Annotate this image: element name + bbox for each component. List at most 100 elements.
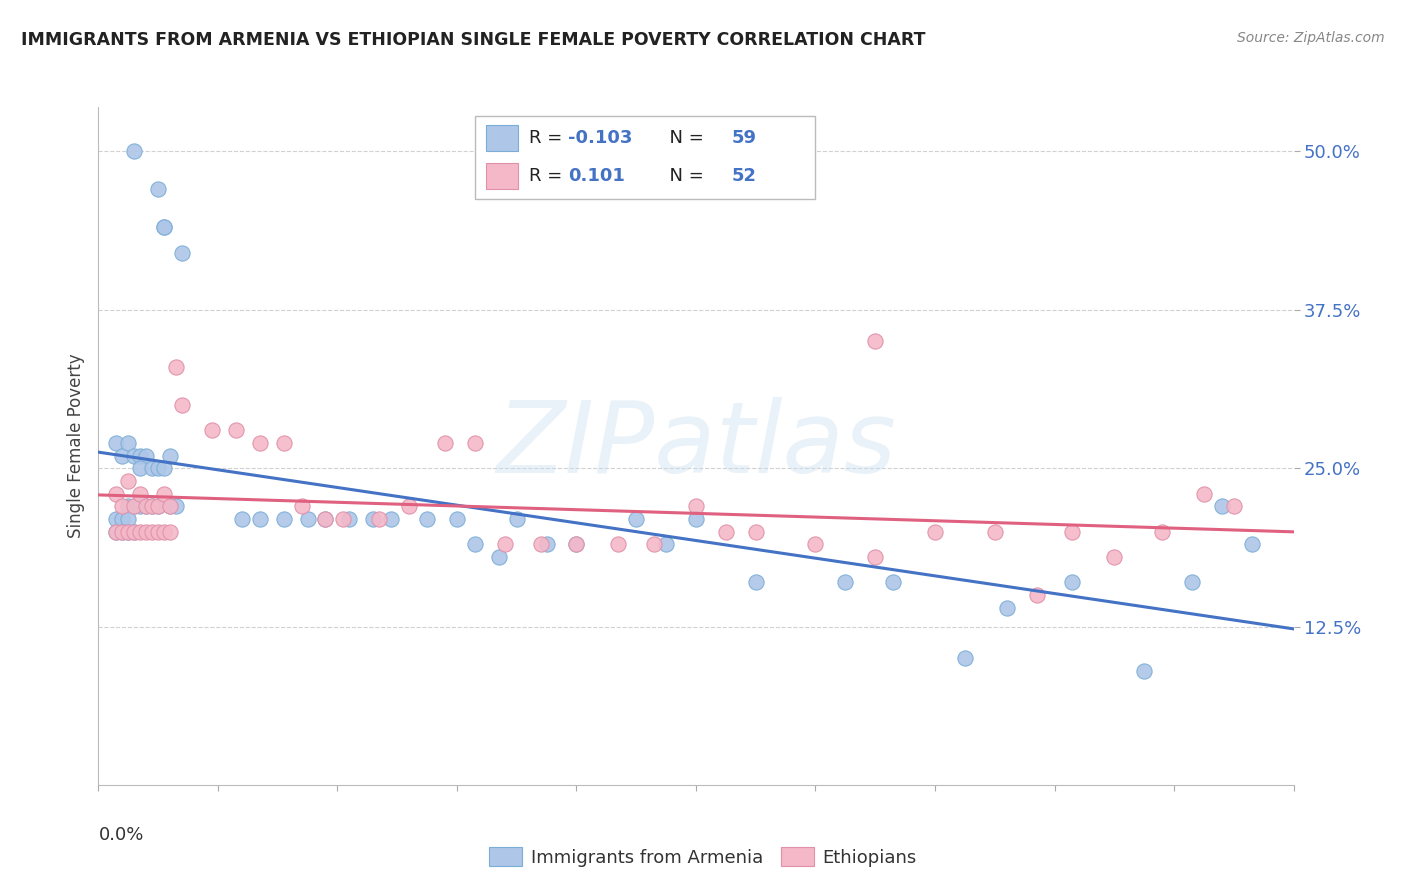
Point <box>117 435 139 450</box>
Point <box>565 537 588 551</box>
Text: R =: R = <box>529 129 568 147</box>
Point <box>494 537 516 551</box>
Point <box>135 499 157 513</box>
Point <box>1211 499 1233 513</box>
Point <box>135 524 157 539</box>
Point <box>135 449 157 463</box>
Point <box>159 499 181 513</box>
Point <box>153 220 176 235</box>
Point <box>416 512 439 526</box>
Point <box>380 512 402 526</box>
Point <box>1062 524 1084 539</box>
Point <box>995 600 1018 615</box>
Point <box>111 449 134 463</box>
Point <box>530 537 553 551</box>
Point <box>685 512 707 526</box>
FancyBboxPatch shape <box>475 116 815 199</box>
Text: 59: 59 <box>731 129 756 147</box>
Point <box>865 549 887 564</box>
Point <box>153 220 176 235</box>
Point <box>105 435 128 450</box>
Point <box>865 334 887 349</box>
Point <box>1240 537 1263 551</box>
Point <box>172 245 194 260</box>
Point <box>398 499 420 513</box>
Point <box>129 486 152 500</box>
Text: R =: R = <box>529 167 574 186</box>
Point <box>685 499 707 513</box>
Point <box>117 524 139 539</box>
Point <box>141 499 163 513</box>
Point <box>953 651 976 665</box>
Point <box>1062 575 1084 590</box>
Point <box>924 524 946 539</box>
Point <box>111 524 134 539</box>
Point <box>1025 588 1047 602</box>
Point <box>464 435 486 450</box>
Point <box>297 512 319 526</box>
Point <box>129 499 152 513</box>
Point <box>1133 664 1156 678</box>
Point <box>804 537 827 551</box>
Point <box>148 499 170 513</box>
Point <box>339 512 361 526</box>
Point <box>135 499 157 513</box>
Point <box>159 499 181 513</box>
Point <box>117 524 139 539</box>
Point <box>745 524 768 539</box>
Point <box>141 524 163 539</box>
Point <box>153 524 176 539</box>
Point <box>159 524 181 539</box>
Point <box>368 512 391 526</box>
Point <box>159 449 181 463</box>
Point <box>536 537 558 551</box>
Point <box>117 499 139 513</box>
Point <box>124 524 146 539</box>
Point <box>148 524 170 539</box>
FancyBboxPatch shape <box>485 163 517 189</box>
Point <box>148 499 170 513</box>
Text: 52: 52 <box>731 167 756 186</box>
Point <box>882 575 904 590</box>
Point <box>153 461 176 475</box>
Point <box>315 512 337 526</box>
Point <box>332 512 354 526</box>
Point <box>172 398 194 412</box>
Point <box>124 449 146 463</box>
Point <box>117 474 139 488</box>
Point <box>363 512 385 526</box>
Point <box>117 512 139 526</box>
Point <box>105 524 128 539</box>
Point <box>434 435 457 450</box>
Point <box>201 423 224 437</box>
Point <box>249 435 271 450</box>
Point <box>148 461 170 475</box>
Point <box>129 461 152 475</box>
Point <box>141 499 163 513</box>
Point <box>225 423 247 437</box>
Point <box>124 499 146 513</box>
Y-axis label: Single Female Poverty: Single Female Poverty <box>66 354 84 538</box>
Point <box>834 575 856 590</box>
Point <box>446 512 468 526</box>
Text: 0.0%: 0.0% <box>98 826 143 844</box>
Text: Source: ZipAtlas.com: Source: ZipAtlas.com <box>1237 31 1385 45</box>
Point <box>165 499 187 513</box>
Point <box>129 524 152 539</box>
Point <box>111 524 134 539</box>
Point <box>1152 524 1174 539</box>
Point <box>124 145 146 159</box>
Point <box>643 537 665 551</box>
Point <box>165 359 187 374</box>
Text: ZIPatlas: ZIPatlas <box>496 398 896 494</box>
Point <box>488 549 510 564</box>
Point <box>984 524 1007 539</box>
Point <box>745 575 768 590</box>
Point <box>626 512 648 526</box>
Point <box>1223 499 1246 513</box>
Point <box>315 512 337 526</box>
Point <box>291 499 314 513</box>
Point <box>607 537 630 551</box>
Point <box>141 461 163 475</box>
Point <box>464 537 486 551</box>
